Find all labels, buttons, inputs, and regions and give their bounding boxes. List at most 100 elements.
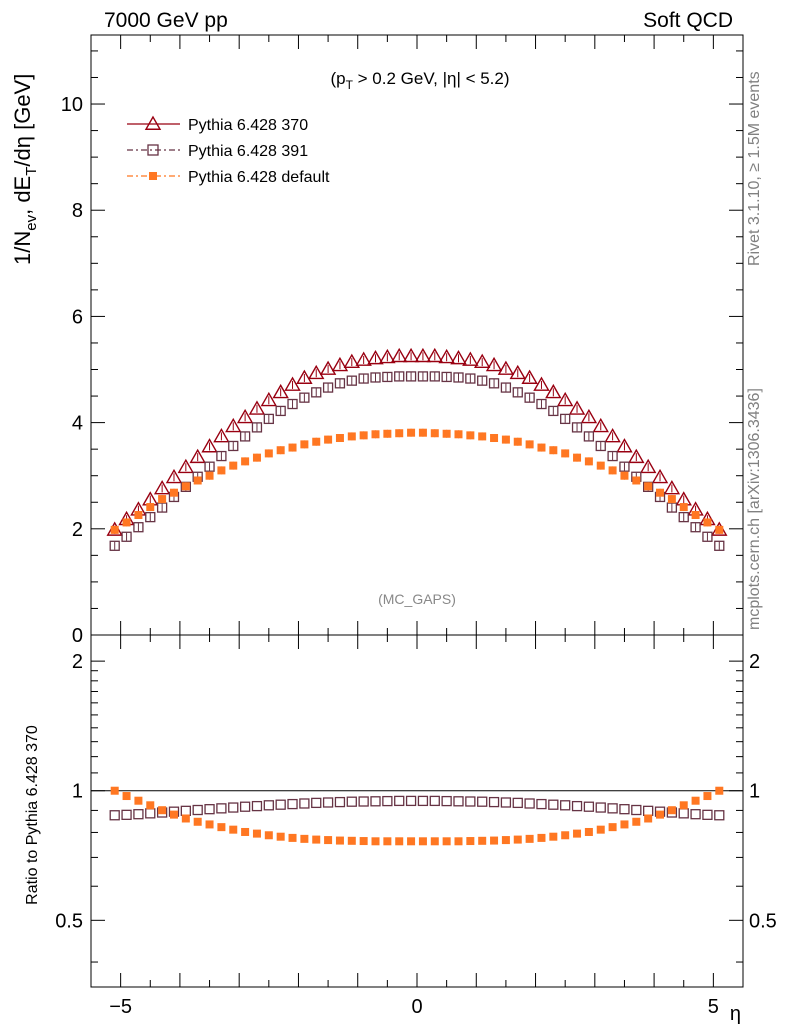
p370-point <box>485 356 503 372</box>
p391-point <box>334 378 346 389</box>
default-point <box>276 446 285 455</box>
p370-point <box>450 349 467 365</box>
p370-point <box>331 356 349 372</box>
default-point <box>264 449 273 458</box>
p391-point <box>465 373 476 384</box>
header-left: 7000 GeV pp <box>104 9 228 32</box>
ratio-p391-point <box>204 804 215 815</box>
p391-point <box>370 372 381 383</box>
y-tick-label-right: 2 <box>749 651 760 673</box>
ratio-p391-point <box>334 796 346 808</box>
default-point <box>288 443 297 452</box>
ratio-default-point <box>193 817 202 826</box>
ratio-p391-point <box>287 798 298 810</box>
p391-point <box>690 522 701 533</box>
y-tick-label: 6 <box>72 306 83 328</box>
p391-point <box>453 372 464 383</box>
default-point <box>181 482 190 491</box>
p391-point <box>429 371 440 382</box>
p391-point <box>417 371 429 382</box>
ratio-p391-point <box>133 809 144 820</box>
p370-point <box>236 408 254 424</box>
default-point <box>478 432 487 441</box>
ratio-p391-point <box>548 799 559 810</box>
ratio-p391-point <box>583 801 595 812</box>
ratio-p391-point <box>192 804 203 816</box>
header-right: Soft QCD <box>643 9 733 32</box>
p391-point <box>394 371 405 382</box>
p370-point <box>462 351 479 366</box>
ratio-default-point <box>300 834 309 843</box>
panel-title: (pT > 0.2 GeV, |η| < 5.2) <box>330 69 509 92</box>
default-point <box>466 431 475 440</box>
ratio-p391-point <box>417 795 429 807</box>
y-tick-label-right: 0.5 <box>749 910 777 932</box>
ratio-default-point <box>561 831 570 840</box>
p391-point <box>204 461 215 472</box>
p370-point <box>319 360 337 375</box>
default-point <box>501 435 510 444</box>
ratio-default-point <box>229 825 238 834</box>
p391-point <box>405 371 417 382</box>
ratio-p391-point <box>263 800 274 811</box>
p370-point <box>165 468 183 484</box>
ratio-default-point <box>656 810 665 819</box>
default-point <box>407 428 416 437</box>
ratio-p391-point <box>524 798 535 809</box>
ratio-frame <box>90 634 744 988</box>
p391-point <box>536 398 547 410</box>
p370-point <box>177 458 195 474</box>
p391-point <box>346 375 357 386</box>
p391-point <box>548 405 559 417</box>
ratio-default-point <box>537 833 546 842</box>
default-point <box>359 431 368 440</box>
p370-point <box>473 353 491 369</box>
p391-point <box>358 373 369 384</box>
p370-point <box>248 400 266 415</box>
p391-point <box>382 371 393 383</box>
ratio-p391-point <box>714 810 725 821</box>
ratio-default-point <box>620 820 629 829</box>
ratio-default-point <box>703 792 712 801</box>
p391-point <box>251 422 263 433</box>
default-point <box>205 471 214 480</box>
p391-point <box>560 413 571 425</box>
y-tick-label: 2 <box>72 651 83 673</box>
x-tick-label: 0 <box>411 996 422 1018</box>
ratio-default-point <box>608 823 617 832</box>
ratio-default-point <box>347 836 356 845</box>
ratio-p391-point <box>453 796 464 807</box>
ratio-default-point <box>205 820 214 829</box>
ratio-default-point <box>478 836 487 845</box>
ratio-default-point <box>679 801 688 810</box>
p370-point <box>260 391 278 407</box>
p391-point <box>109 540 120 551</box>
legend-label: Pythia 6.428 default <box>188 169 330 186</box>
ratio-default-point <box>596 825 605 834</box>
ratio-p391-point <box>121 809 132 820</box>
legend-label: Pythia 6.428 391 <box>188 143 308 160</box>
default-point <box>418 428 427 437</box>
ratio-default-point <box>383 837 392 846</box>
p370-point <box>545 383 562 399</box>
ratio-default-point <box>418 837 427 846</box>
ratio-default-point <box>584 827 593 836</box>
ratio-default-point <box>644 814 653 823</box>
ratio-default-point <box>252 829 261 838</box>
p391-point <box>216 450 227 462</box>
p391-point <box>121 531 132 542</box>
legend: Pythia 6.428 370 Pythia 6.428 391 Pythia 6… <box>127 115 330 186</box>
default-point <box>110 525 119 534</box>
ratio-p391-point <box>465 796 476 807</box>
ratio-default-point <box>276 832 285 841</box>
default-point <box>608 466 617 475</box>
ratio-p391-point <box>180 805 191 816</box>
y-tick-label-right: 1 <box>749 781 760 803</box>
default-point <box>490 434 499 443</box>
p370-point <box>343 353 361 369</box>
p391-point <box>322 382 334 393</box>
ratio-default-point <box>442 837 451 846</box>
p391-point <box>714 540 725 551</box>
p391-point <box>133 522 144 533</box>
